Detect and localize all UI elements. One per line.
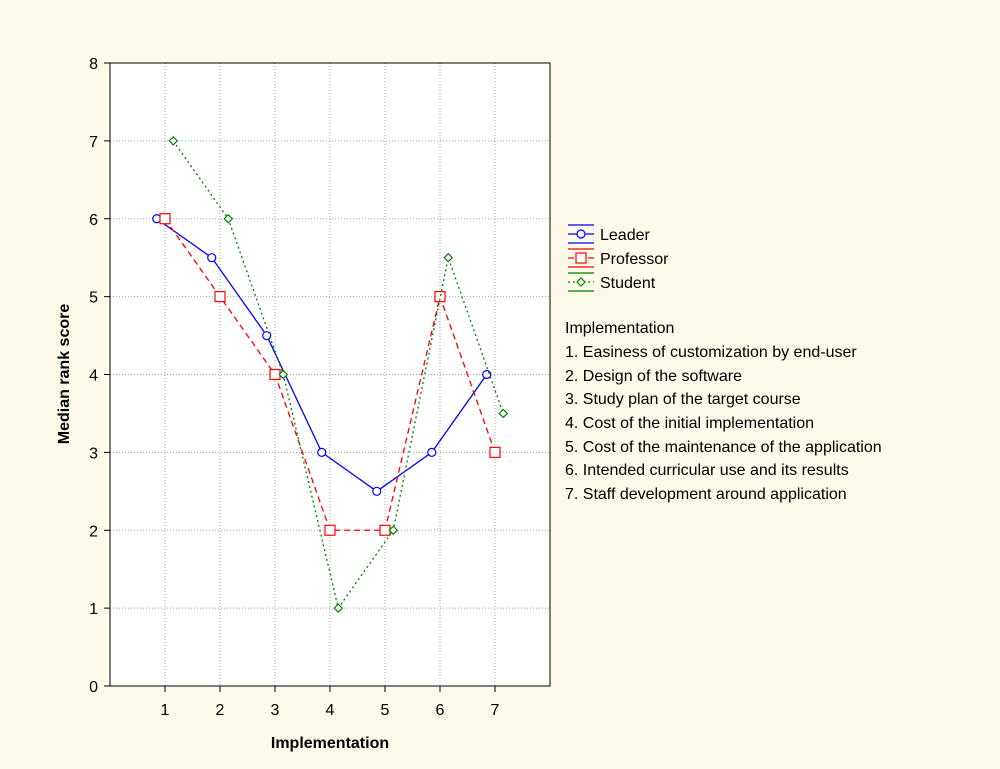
x-tick-label: 2 <box>216 702 225 719</box>
notes-item: 2. Design of the software <box>565 368 742 385</box>
data-point-student <box>443 252 454 263</box>
legend-marker <box>576 229 586 239</box>
series-student <box>168 136 509 613</box>
notes-item: 3. Study plan of the target course <box>565 391 801 408</box>
notes-item: 5. Cost of the maintenance of the applic… <box>565 439 882 456</box>
data-point-leader <box>482 369 492 380</box>
series-professor <box>159 213 501 536</box>
x-tick-label: 1 <box>161 702 170 719</box>
x-tick-label: 4 <box>326 702 335 719</box>
grid <box>110 63 550 686</box>
y-tick-label: 5 <box>89 290 98 307</box>
notes-item: 4. Cost of the initial implementation <box>565 415 814 432</box>
x-tick-label: 3 <box>271 702 280 719</box>
data-point-professor <box>489 446 501 458</box>
data-point-student <box>498 408 509 419</box>
legend-marker <box>576 277 586 287</box>
series-layer <box>152 136 509 613</box>
y-tick-label: 0 <box>89 679 98 696</box>
y-tick-label: 6 <box>89 212 98 229</box>
data-point-student <box>388 525 399 536</box>
series-leader <box>152 214 492 496</box>
data-point-professor <box>434 291 446 303</box>
y-tick-label: 1 <box>89 601 98 618</box>
legend-label: Leader <box>600 227 650 244</box>
y-tick-label: 7 <box>89 134 98 151</box>
category-notes: Implementation 1. Easiness of customizat… <box>565 320 882 503</box>
data-point-professor <box>159 213 171 225</box>
notes-item: 6. Intended curricular use and its resul… <box>565 462 849 479</box>
data-point-leader <box>207 253 217 263</box>
notes-item: 1. Easiness of customization by end-user <box>565 344 857 361</box>
x-tick-label: 7 <box>491 702 500 719</box>
notes-item: 7. Staff development around application <box>565 486 847 503</box>
data-point-professor <box>214 291 226 303</box>
notes-title: Implementation <box>565 320 674 337</box>
x-axis-title: Implementation <box>271 735 389 752</box>
y-tick-label: 4 <box>89 368 98 385</box>
legend-marker <box>575 252 587 264</box>
data-point-student <box>278 369 289 380</box>
data-point-leader <box>427 447 437 457</box>
axes: 0 1 2 3 4 5 6 7 8 1 2 3 4 5 6 7 <box>89 56 499 719</box>
data-point-student <box>168 136 179 146</box>
data-point-leader <box>317 447 327 457</box>
y-tick-label: 8 <box>89 56 98 73</box>
data-point-leader <box>262 330 272 341</box>
y-axis-title: Median rank score <box>56 304 73 445</box>
legend: Leader Professor Student <box>568 224 669 292</box>
data-point-student <box>333 603 344 613</box>
legend-item-student: Student <box>568 272 656 292</box>
y-tick-label: 2 <box>89 523 98 540</box>
legend-item-leader: Leader <box>568 224 650 244</box>
data-point-leader <box>372 486 382 496</box>
legend-label: Student <box>600 275 656 292</box>
x-tick-label: 5 <box>381 702 390 719</box>
data-point-professor <box>324 524 336 536</box>
y-tick-label: 3 <box>89 445 98 462</box>
x-tick-label: 6 <box>436 702 445 719</box>
data-point-student <box>223 213 234 224</box>
legend-label: Professor <box>600 251 669 268</box>
legend-item-professor: Professor <box>568 248 669 268</box>
